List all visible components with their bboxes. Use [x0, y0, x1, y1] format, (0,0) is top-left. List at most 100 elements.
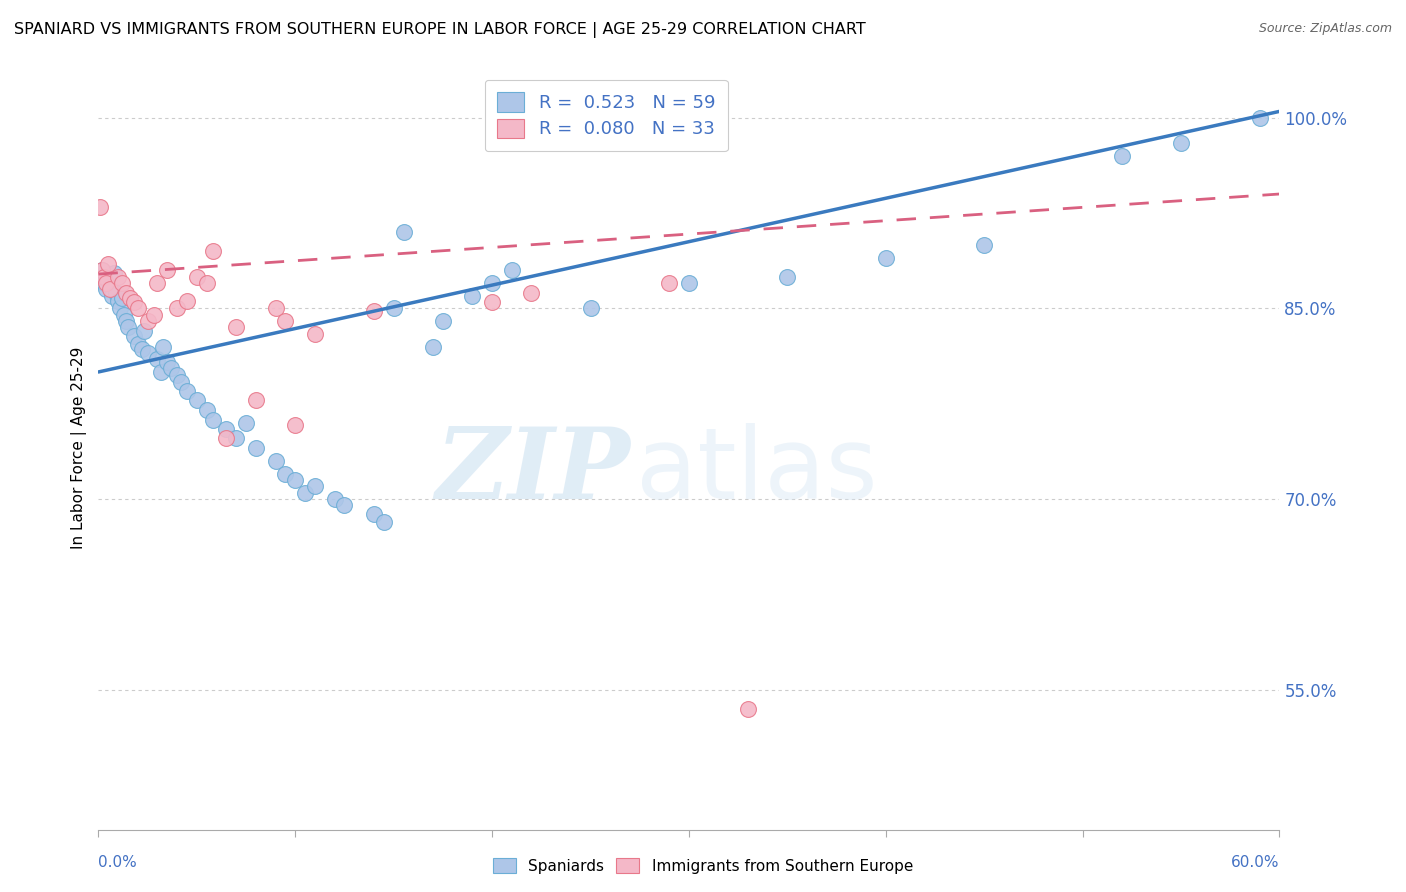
- Point: [127, 301, 149, 316]
- Point: [1170, 136, 1192, 151]
- Point: [166, 368, 188, 382]
- Point: [166, 301, 188, 316]
- Point: [186, 392, 208, 407]
- Point: [1249, 111, 1271, 125]
- Point: [323, 492, 346, 507]
- Legend: Spaniards, Immigrants from Southern Europe: Spaniards, Immigrants from Southern Euro…: [486, 852, 920, 880]
- Point: [678, 276, 700, 290]
- Point: [501, 263, 523, 277]
- Point: [363, 508, 385, 522]
- Point: [131, 342, 153, 356]
- Point: [304, 479, 326, 493]
- Point: [737, 702, 759, 716]
- Point: [96, 282, 118, 296]
- Point: [195, 276, 218, 290]
- Point: [107, 269, 129, 284]
- Point: [146, 352, 169, 367]
- Point: [422, 340, 444, 354]
- Point: [776, 269, 799, 284]
- Point: [98, 282, 121, 296]
- Point: [108, 301, 131, 316]
- Text: SPANIARD VS IMMIGRANTS FROM SOUTHERN EUROPE IN LABOR FORCE | AGE 25-29 CORRELATI: SPANIARD VS IMMIGRANTS FROM SOUTHERN EUR…: [14, 22, 866, 38]
- Point: [579, 301, 602, 316]
- Point: [274, 467, 297, 481]
- Point: [195, 403, 218, 417]
- Point: [118, 291, 141, 305]
- Point: [97, 273, 120, 287]
- Point: [152, 340, 174, 354]
- Point: [111, 291, 134, 305]
- Point: [176, 293, 198, 308]
- Text: ZIP: ZIP: [434, 423, 630, 519]
- Point: [875, 251, 897, 265]
- Point: [363, 304, 385, 318]
- Point: [176, 384, 198, 398]
- Point: [101, 289, 124, 303]
- Point: [973, 237, 995, 252]
- Point: [461, 289, 484, 303]
- Point: [235, 416, 257, 430]
- Point: [136, 346, 159, 360]
- Point: [658, 276, 681, 290]
- Point: [245, 392, 267, 407]
- Point: [93, 276, 115, 290]
- Point: [284, 418, 307, 433]
- Point: [264, 301, 287, 316]
- Point: [115, 314, 138, 328]
- Point: [103, 266, 125, 280]
- Point: [186, 269, 208, 284]
- Point: [264, 454, 287, 468]
- Point: [97, 257, 120, 271]
- Point: [132, 324, 155, 338]
- Point: [392, 225, 415, 239]
- Point: [107, 293, 129, 308]
- Point: [122, 329, 145, 343]
- Point: [127, 337, 149, 351]
- Point: [111, 276, 134, 290]
- Point: [432, 314, 454, 328]
- Point: [122, 295, 145, 310]
- Point: [146, 276, 169, 290]
- Point: [382, 301, 405, 316]
- Point: [89, 200, 111, 214]
- Point: [136, 314, 159, 328]
- Point: [96, 276, 118, 290]
- Point: [201, 244, 224, 259]
- Point: [156, 355, 179, 369]
- Point: [112, 308, 135, 322]
- Point: [105, 286, 128, 301]
- Point: [150, 365, 173, 379]
- Y-axis label: In Labor Force | Age 25-29: In Labor Force | Age 25-29: [72, 347, 87, 549]
- Point: [89, 269, 111, 284]
- Point: [481, 276, 503, 290]
- Point: [274, 314, 297, 328]
- Point: [284, 473, 307, 487]
- Point: [245, 442, 267, 455]
- Point: [520, 286, 543, 301]
- Point: [304, 326, 326, 341]
- Point: [160, 361, 183, 376]
- Point: [98, 278, 121, 293]
- Point: [1111, 149, 1133, 163]
- Text: Source: ZipAtlas.com: Source: ZipAtlas.com: [1258, 22, 1392, 36]
- Point: [225, 320, 247, 334]
- Text: 60.0%: 60.0%: [1232, 855, 1279, 870]
- Point: [215, 422, 238, 436]
- Point: [93, 269, 115, 284]
- Point: [215, 431, 238, 445]
- Text: atlas: atlas: [636, 423, 877, 520]
- Point: [91, 263, 114, 277]
- Point: [115, 286, 138, 301]
- Text: 0.0%: 0.0%: [98, 855, 138, 870]
- Point: [373, 515, 395, 529]
- Point: [201, 413, 224, 427]
- Point: [294, 485, 316, 500]
- Point: [142, 308, 165, 322]
- Point: [91, 263, 114, 277]
- Point: [156, 263, 179, 277]
- Point: [117, 320, 139, 334]
- Point: [225, 431, 247, 445]
- Legend: R =  0.523   N = 59, R =  0.080   N = 33: R = 0.523 N = 59, R = 0.080 N = 33: [485, 79, 728, 151]
- Point: [481, 295, 503, 310]
- Point: [333, 499, 356, 513]
